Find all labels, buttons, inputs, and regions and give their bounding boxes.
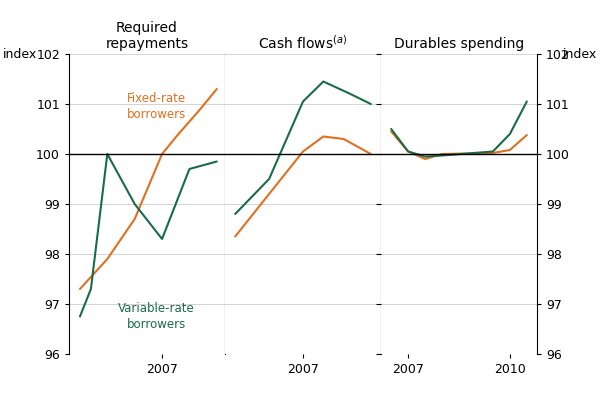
Title: Cash flows$^{(a)}$: Cash flows$^{(a)}$ [259, 34, 347, 52]
Text: index: index [3, 48, 37, 61]
Text: Variable-rate
borrowers: Variable-rate borrowers [118, 302, 195, 330]
Text: Fixed-rate
borrowers: Fixed-rate borrowers [127, 92, 186, 122]
Text: index: index [563, 48, 597, 61]
Title: Durables spending: Durables spending [394, 38, 524, 52]
Title: Required
repayments: Required repayments [106, 21, 188, 52]
